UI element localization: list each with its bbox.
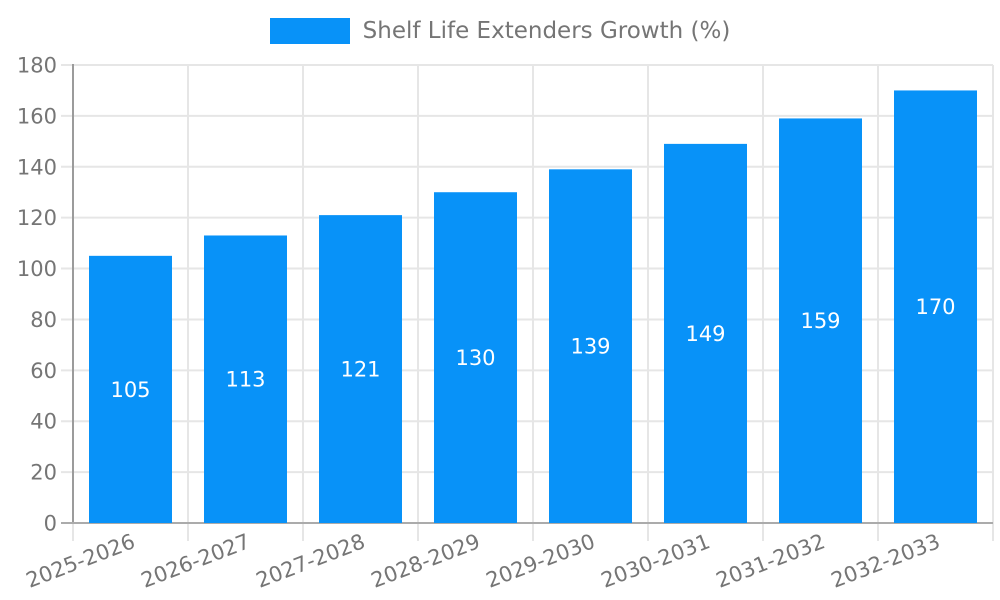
legend-label: Shelf Life Extenders Growth (%) — [362, 18, 731, 44]
x-tick-label: 2032-2033 — [828, 529, 943, 592]
bar — [204, 235, 287, 523]
y-tick-label: 100 — [17, 257, 57, 281]
bar-value-label: 121 — [340, 358, 380, 382]
bar-value-label: 139 — [570, 335, 610, 359]
chart-legend: Shelf Life Extenders Growth (%) — [0, 18, 1000, 44]
bar — [319, 215, 402, 523]
bar — [664, 143, 747, 523]
y-tick-label: 120 — [17, 206, 57, 230]
bar-value-label: 149 — [685, 322, 725, 346]
bar — [894, 90, 977, 523]
x-tick-label: 2026-2027 — [138, 529, 253, 592]
y-tick-label: 160 — [17, 104, 57, 128]
bar-value-label: 105 — [110, 378, 150, 402]
x-tick-label: 2030-2031 — [598, 529, 713, 592]
x-tick-label: 2025-2026 — [23, 529, 138, 592]
x-tick-label: 2027-2028 — [253, 529, 368, 592]
y-tick-label: 80 — [30, 308, 57, 332]
bar — [779, 118, 862, 523]
x-tick-label: 2029-2030 — [483, 529, 598, 592]
x-tick-label: 2028-2029 — [368, 529, 483, 592]
legend-swatch — [269, 18, 350, 44]
bar-value-label: 170 — [915, 295, 955, 319]
y-tick-label: 140 — [17, 155, 57, 179]
y-tick-label: 20 — [30, 461, 57, 485]
bar — [549, 169, 632, 524]
y-tick-label: 0 — [44, 512, 57, 536]
y-tick-label: 40 — [30, 410, 57, 434]
y-tick-label: 60 — [30, 359, 57, 383]
bar — [434, 192, 517, 523]
x-tick-label: 2031-2032 — [713, 529, 828, 592]
bar-value-label: 130 — [455, 346, 495, 370]
bar-value-label: 113 — [225, 368, 265, 392]
y-tick-label: 180 — [17, 54, 57, 78]
bar — [89, 255, 172, 524]
bar-value-label: 159 — [800, 309, 840, 333]
